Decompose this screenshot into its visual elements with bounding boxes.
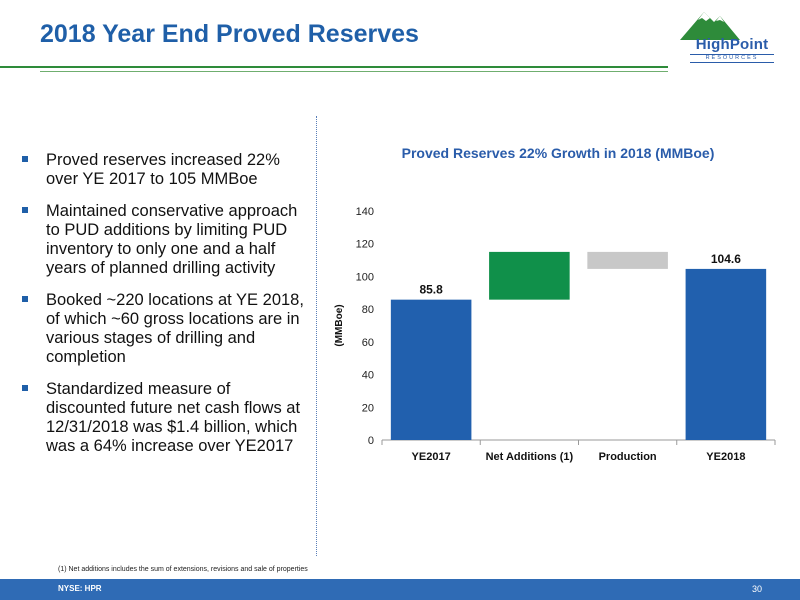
bullet-item: Maintained conservative approach to PUD … (22, 202, 304, 278)
data-label: 104.6 (711, 252, 741, 266)
mountain-logo-icon (680, 12, 740, 40)
page-title: 2018 Year End Proved Reserves (40, 20, 419, 48)
bullet-item: Proved reserves increased 22% over YE 20… (22, 151, 304, 189)
logo-wordmark: HighPoint (695, 36, 769, 53)
bullet-item: Standardized measure of discounted futur… (22, 380, 304, 456)
bullet-item: Booked ~220 locations at YE 2018, of whi… (22, 291, 304, 367)
logo-subtitle: RESOURCES (690, 54, 774, 63)
bullet-square-icon (22, 156, 28, 162)
bullet-square-icon (22, 385, 28, 391)
bullet-square-icon (22, 296, 28, 302)
y-axis-label: (MMBoe) (334, 304, 345, 346)
x-category-label: YE2018 (706, 451, 745, 463)
bullet-square-icon (22, 207, 28, 213)
footnote: (1) Net additions includes the sum of ex… (58, 566, 308, 573)
bar-ye2018 (685, 268, 767, 440)
chart-title: Proved Reserves 22% Growth in 2018 (MMBo… (401, 145, 715, 161)
footer-bar: NYSE: HPR 30 (0, 579, 800, 600)
x-category-label: Production (599, 451, 657, 463)
column-divider (316, 116, 317, 556)
bullet-list: Proved reserves increased 22% over YE 20… (22, 151, 304, 469)
ticker-label: NYSE: HPR (58, 584, 102, 593)
page-number: 30 (751, 584, 762, 594)
data-label: 85.8 (419, 283, 443, 297)
y-tick-label: 20 (362, 402, 374, 414)
x-category-label: YE2017 (412, 451, 451, 463)
bar-ye2017 (390, 299, 472, 440)
y-tick-label: 140 (356, 206, 374, 218)
waterfall-chart: 0 20 40 60 80 100 120 140 (MMBoe) 85.8 104.6 YE2017… (334, 206, 776, 463)
y-tick-label: 60 (362, 337, 374, 349)
x-category-label: Net Additions (1) (486, 451, 574, 463)
header-rule-thin (40, 71, 668, 72)
y-tick-label: 120 (356, 239, 374, 251)
y-tick-label: 100 (356, 271, 374, 283)
y-tick-label: 0 (368, 435, 374, 447)
bar-net-additions-1 (489, 251, 570, 300)
y-tick-label: 80 (362, 304, 374, 316)
y-tick-label: 40 (362, 370, 374, 382)
bar-production (587, 251, 668, 269)
header-rule (0, 66, 668, 68)
